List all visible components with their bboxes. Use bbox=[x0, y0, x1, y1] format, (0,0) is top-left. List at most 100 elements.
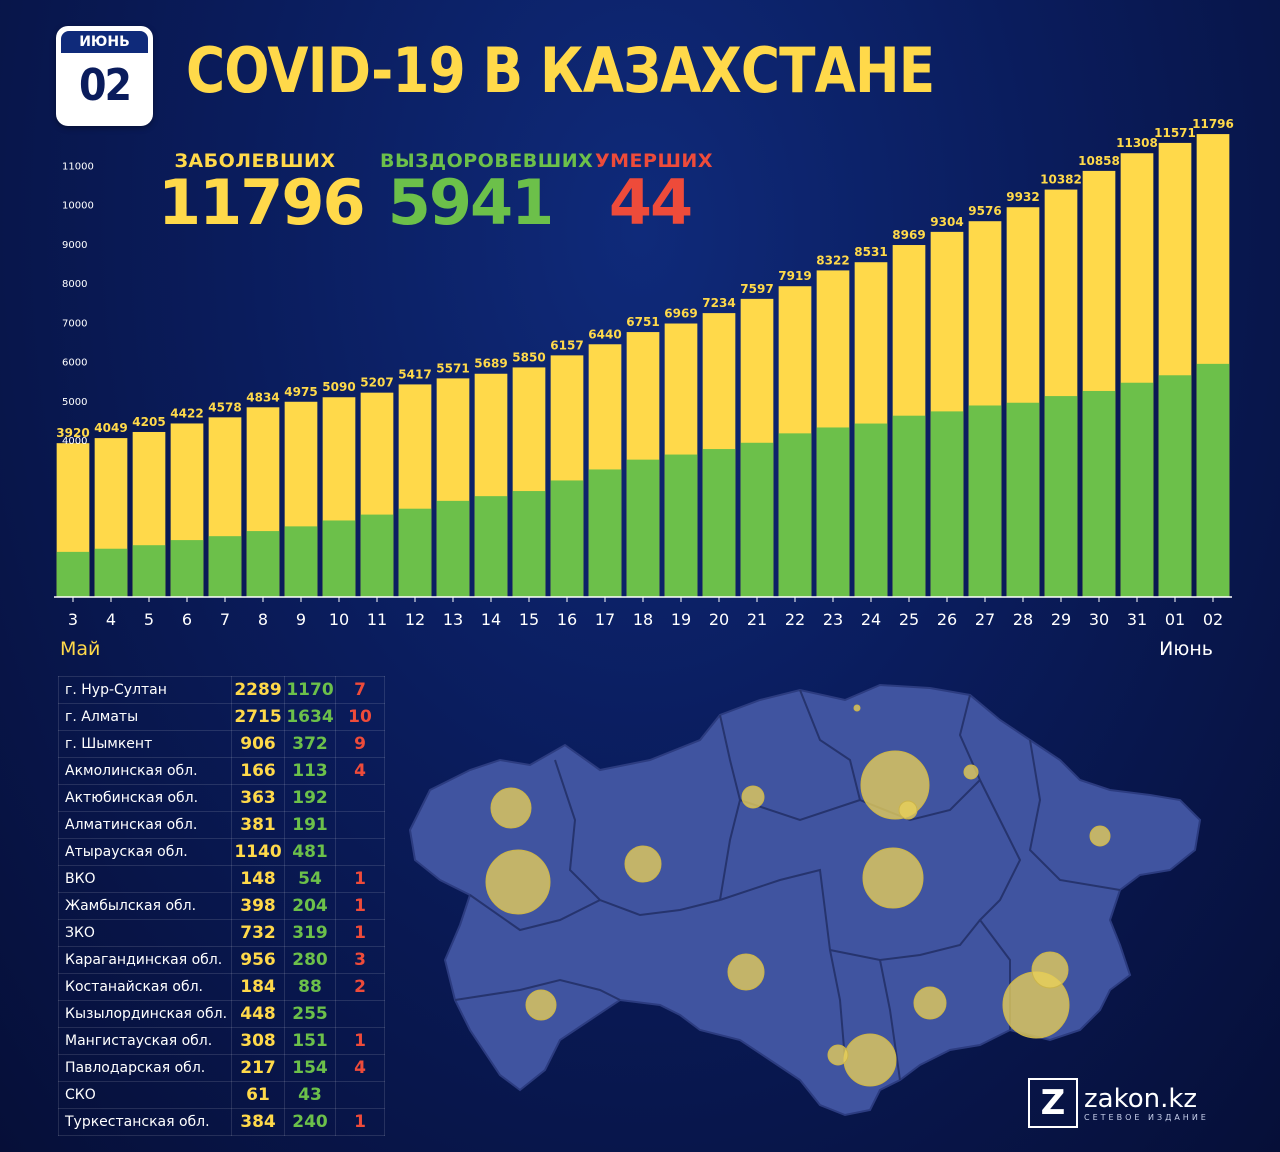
region-border-5 bbox=[719, 868, 846, 1061]
stat-cases-label: ЗАБОЛЕВШИХ bbox=[174, 150, 336, 172]
region-cases: 61 bbox=[231, 1081, 285, 1109]
bubble-shymkent bbox=[843, 1033, 897, 1087]
region-name: Кызылординская обл. bbox=[58, 1000, 232, 1028]
region-recovered: 191 bbox=[284, 811, 336, 839]
month-label-start: Май bbox=[60, 638, 100, 660]
bar-value-label: 8531 bbox=[854, 245, 887, 259]
x-tick-label: 16 bbox=[557, 610, 577, 629]
table-row: Туркестанская обл. 384 240 1 bbox=[58, 1108, 385, 1136]
bar-recovered bbox=[778, 433, 812, 597]
region-border-9 bbox=[879, 959, 901, 1081]
region-name: Акмолинская обл. bbox=[58, 757, 232, 785]
region-deaths: 10 bbox=[335, 703, 385, 731]
region-deaths: 9 bbox=[335, 730, 385, 758]
bar-value-label: 11796 bbox=[1192, 117, 1234, 131]
region-name: Актюбинская обл. bbox=[58, 784, 232, 812]
region-recovered: 54 bbox=[284, 865, 336, 893]
month-label-end: Июнь bbox=[1159, 638, 1213, 660]
region-deaths bbox=[335, 838, 385, 866]
bar-value-label: 5090 bbox=[322, 380, 355, 394]
bubble-zhambyl bbox=[913, 986, 947, 1020]
region-border-3 bbox=[799, 689, 982, 822]
bar-recovered bbox=[512, 491, 546, 597]
x-tick-label: 17 bbox=[595, 610, 615, 629]
bar-recovered bbox=[968, 405, 1002, 597]
badge-day: 02 bbox=[78, 60, 132, 111]
bubble-mangystau bbox=[525, 989, 557, 1021]
region-name: Костанайская обл. bbox=[58, 973, 232, 1001]
region-deaths: 1 bbox=[335, 865, 385, 893]
bar-recovered bbox=[474, 496, 508, 597]
bar-recovered bbox=[588, 469, 622, 597]
region-recovered: 88 bbox=[284, 973, 336, 1001]
x-tick-label: 4 bbox=[106, 610, 116, 629]
region-deaths: 4 bbox=[335, 1054, 385, 1082]
region-recovered: 255 bbox=[284, 1000, 336, 1028]
region-name: Павлодарская обл. bbox=[58, 1054, 232, 1082]
x-tick-label: 14 bbox=[481, 610, 501, 629]
bar-value-label: 9932 bbox=[1006, 190, 1039, 204]
stat-recovered-label: ВЫЗДОРОВЕВШИХ bbox=[380, 150, 594, 172]
region-cases: 148 bbox=[231, 865, 285, 893]
x-tick-label: 3 bbox=[68, 610, 78, 629]
bar-recovered bbox=[170, 540, 204, 597]
region-cases: 2289 bbox=[231, 676, 285, 704]
region-recovered: 372 bbox=[284, 730, 336, 758]
x-tick-label: 8 bbox=[258, 610, 268, 629]
region-border-11 bbox=[454, 978, 621, 1001]
bar-recovered bbox=[816, 427, 850, 597]
page-title: COVID-19 В КАЗАХСТАНЕ bbox=[186, 34, 935, 107]
bar-recovered bbox=[854, 423, 888, 597]
logo-mark: Z bbox=[1028, 1078, 1078, 1128]
bar-recovered bbox=[740, 442, 774, 597]
region-name: Мангистауская обл. bbox=[58, 1027, 232, 1055]
region-recovered: 154 bbox=[284, 1054, 336, 1082]
bar-value-label: 5571 bbox=[436, 361, 469, 375]
date-badge: ИЮНЬ 02 bbox=[56, 26, 153, 126]
bar-value-label: 7597 bbox=[740, 282, 773, 296]
bar-value-label: 7234 bbox=[702, 296, 735, 310]
region-deaths: 2 bbox=[335, 973, 385, 1001]
y-tick-label: 5000 bbox=[62, 397, 87, 408]
bar-recovered bbox=[626, 459, 660, 597]
bar-value-label: 5417 bbox=[398, 367, 431, 381]
table-row: ВКО 148 54 1 bbox=[58, 865, 385, 893]
x-tick-label: 13 bbox=[443, 610, 463, 629]
stat-deaths: УМЕРШИХ 44 bbox=[595, 150, 712, 234]
y-axis-ticks: 4000 5000 6000 7000 8000 9000 10000 11000 bbox=[62, 161, 94, 447]
bar-recovered bbox=[132, 545, 166, 597]
region-name: ВКО bbox=[58, 865, 232, 893]
bar-value-label: 8322 bbox=[816, 253, 849, 267]
bar-value-label: 11308 bbox=[1116, 136, 1158, 150]
table-row: г. Нур-Султан 2289 1170 7 bbox=[58, 676, 385, 704]
x-tick-label: 30 bbox=[1089, 610, 1109, 629]
x-tick-label: 29 bbox=[1051, 610, 1071, 629]
x-tick-label: 28 bbox=[1013, 610, 1033, 629]
bar-recovered bbox=[246, 531, 280, 597]
bar-recovered bbox=[208, 536, 242, 597]
bar-value-label: 4205 bbox=[132, 415, 165, 429]
region-cases: 2715 bbox=[231, 703, 285, 731]
x-tick-label: 20 bbox=[709, 610, 729, 629]
x-tick-label: 10 bbox=[329, 610, 349, 629]
bar-recovered bbox=[56, 551, 90, 597]
region-cases: 1140 bbox=[231, 838, 285, 866]
region-deaths: 1 bbox=[335, 892, 385, 920]
bubble-karaganda bbox=[862, 847, 924, 909]
bubble-pavlodar bbox=[963, 764, 979, 780]
region-deaths: 4 bbox=[335, 757, 385, 785]
region-recovered: 1634 bbox=[284, 703, 336, 731]
bar-recovered bbox=[360, 514, 394, 597]
region-deaths bbox=[335, 811, 385, 839]
x-tick-label: 9 bbox=[296, 610, 306, 629]
stat-cases-value: 11796 bbox=[158, 166, 366, 239]
y-tick-label: 9000 bbox=[62, 240, 87, 251]
region-name: Карагандинская обл. bbox=[58, 946, 232, 974]
bubble-akmola bbox=[898, 800, 918, 820]
region-name: Атырауская обл. bbox=[58, 838, 232, 866]
region-border-7 bbox=[978, 779, 1022, 1030]
region-recovered: 43 bbox=[284, 1081, 336, 1109]
x-tick-label: 21 bbox=[747, 610, 767, 629]
x-tick-label: 31 bbox=[1127, 610, 1147, 629]
region-cases: 956 bbox=[231, 946, 285, 974]
